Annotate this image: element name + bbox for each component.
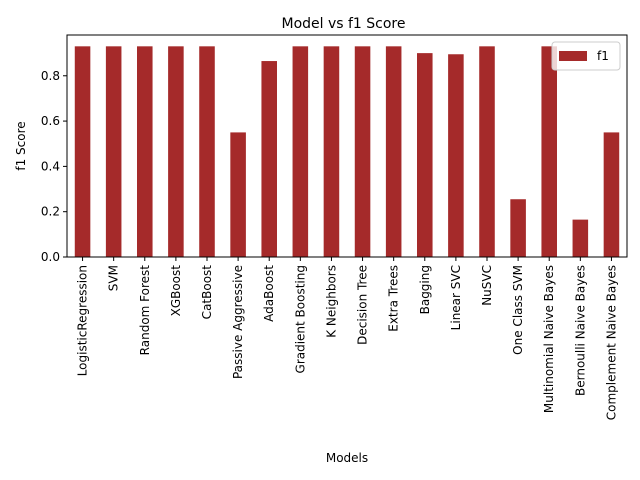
- bar-decision-tree: [354, 46, 371, 257]
- bar-logisticregression: [74, 46, 91, 257]
- bar-multinomial-naive-bayes: [541, 46, 557, 257]
- bar-extra-trees: [385, 46, 402, 257]
- x-tick-label: SVM: [107, 265, 121, 291]
- bar-xgboost: [168, 46, 184, 257]
- x-tick-label: Passive Aggressive: [231, 265, 245, 379]
- y-tick-label: 0.2: [41, 205, 60, 219]
- y-axis-ticks: 0.0 0.2 0.4 0.6 0.8: [41, 69, 67, 264]
- x-tick-label: Bagging: [418, 265, 432, 314]
- legend-label: f1: [597, 49, 609, 63]
- bars-group: [74, 46, 620, 258]
- bar-bagging: [417, 53, 433, 257]
- bar-passive-aggressive: [230, 132, 246, 257]
- x-axis-ticks: LogisticRegression SVM Random Forest XGBoos…: [76, 257, 618, 420]
- x-tick-label: NuSVC: [480, 265, 494, 306]
- x-tick-label: Random Forest: [138, 265, 152, 356]
- x-tick-label: CatBoost: [200, 265, 214, 320]
- x-tick-label: K Neighbors: [324, 265, 338, 338]
- bar-bernoulli-naive-bayes: [572, 219, 589, 257]
- bar-catboost: [199, 46, 215, 257]
- bar-random-forest: [137, 46, 153, 257]
- y-tick-label: 0.4: [41, 159, 60, 173]
- x-tick-label: Extra Trees: [387, 265, 401, 332]
- x-tick-label: Linear SVC: [449, 265, 463, 330]
- legend: f1: [551, 41, 621, 71]
- x-tick-label: AdaBoost: [262, 265, 276, 322]
- y-tick-label: 0.0: [41, 250, 60, 264]
- legend-swatch: [559, 51, 587, 61]
- bar-svm: [105, 46, 122, 257]
- bar-one-class-svm: [510, 199, 526, 257]
- bar-linear-svc: [448, 54, 464, 258]
- x-tick-label: Decision Tree: [356, 265, 370, 345]
- x-tick-label: Gradient Boosting: [293, 265, 307, 373]
- x-tick-label: Bernoulli Naive Bayes: [573, 265, 587, 396]
- x-tick-label: XGBoost: [169, 265, 183, 317]
- x-tick-label: Multinomial Naive Bayes: [542, 265, 556, 413]
- bar-nusvc: [479, 46, 495, 257]
- x-axis-label: Models: [326, 451, 368, 465]
- x-tick-label: Complement Naive Bayes: [604, 265, 618, 420]
- x-tick-label: One Class SVM: [511, 265, 525, 355]
- chart-title: Model vs f1 Score: [281, 16, 405, 32]
- bar-adaboost: [261, 61, 277, 257]
- y-tick-label: 0.6: [41, 114, 60, 128]
- bar-k-neighbors: [323, 46, 340, 257]
- bar-complement-naive-bayes: [603, 132, 620, 257]
- y-axis-label: f1 Score: [14, 121, 28, 170]
- plot-frame: [66, 34, 628, 258]
- bar-gradient-boosting: [292, 46, 309, 257]
- x-tick-label: LogisticRegression: [76, 265, 90, 376]
- y-tick-label: 0.8: [41, 69, 60, 83]
